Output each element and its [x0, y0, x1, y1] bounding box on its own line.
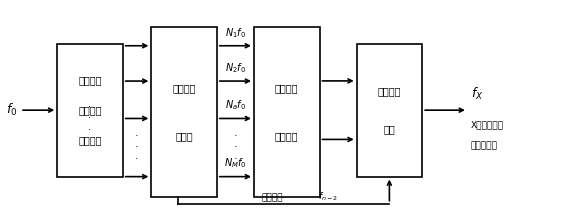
Text: $N_M$$f_0$: $N_M$$f_0$: [224, 157, 247, 170]
Bar: [357, 44, 422, 177]
Text: $f_X$: $f_X$: [471, 85, 483, 102]
Text: $f_{n-2}$: $f_{n-2}$: [318, 190, 338, 203]
Text: $f_0$: $f_0$: [6, 102, 17, 118]
Bar: [57, 44, 123, 177]
Text: 发生器及: 发生器及: [78, 105, 102, 115]
Text: 双重射频: 双重射频: [275, 83, 299, 93]
Text: 偏移本振: 偏移本振: [262, 194, 283, 203]
Text: 开关组件: 开关组件: [275, 132, 299, 142]
Text: 组件: 组件: [384, 124, 395, 134]
Text: 器组件: 器组件: [175, 132, 193, 142]
Text: 梳谐信号: 梳谐信号: [78, 76, 102, 86]
Bar: [151, 27, 217, 197]
Text: ·
·
·: · · ·: [135, 131, 139, 164]
Text: 捷变频信号: 捷变频信号: [471, 141, 498, 150]
Bar: [254, 27, 320, 197]
Text: 声装滤波: 声装滤波: [172, 83, 196, 93]
Text: $N_a$$f_0$: $N_a$$f_0$: [225, 98, 246, 112]
Text: $N_1$$f_0$: $N_1$$f_0$: [225, 26, 246, 39]
Text: ·
·
·: · · ·: [233, 131, 237, 164]
Text: ·
·
·: · · ·: [88, 102, 91, 135]
Text: $N_2$$f_0$: $N_2$$f_0$: [225, 61, 246, 75]
Text: 混频滤波: 混频滤波: [378, 86, 401, 96]
Text: 功分网路: 功分网路: [78, 135, 102, 145]
Text: X波段低相噪: X波段低相噪: [471, 121, 503, 130]
